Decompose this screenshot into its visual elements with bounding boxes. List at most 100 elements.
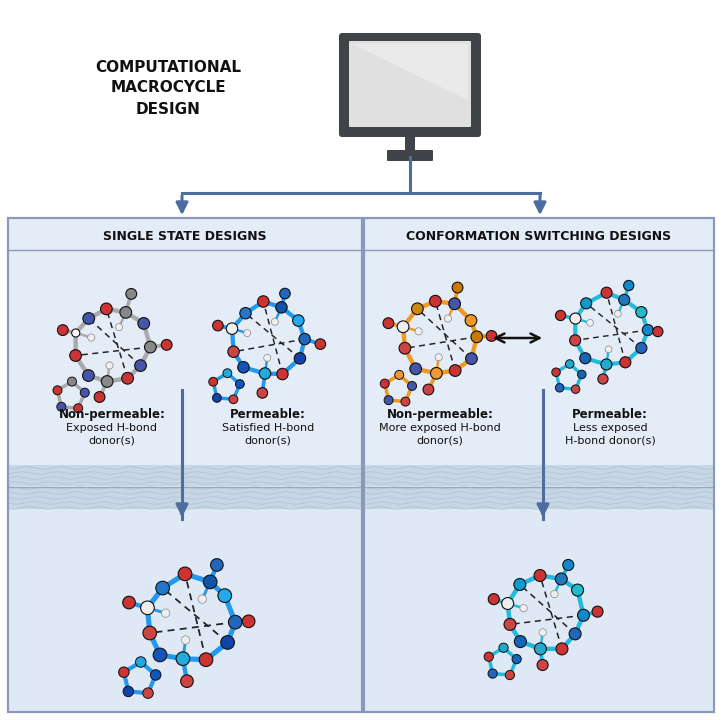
Circle shape [555, 384, 564, 392]
Circle shape [552, 368, 560, 377]
Circle shape [118, 667, 129, 678]
Circle shape [226, 323, 238, 334]
Circle shape [122, 372, 134, 384]
Circle shape [488, 593, 500, 605]
Circle shape [228, 346, 239, 357]
Circle shape [601, 287, 612, 298]
Circle shape [279, 288, 290, 299]
Text: Permeable:: Permeable: [572, 408, 648, 421]
Bar [8, 218, 362, 712]
Circle shape [555, 573, 567, 585]
Circle shape [401, 397, 410, 406]
Circle shape [488, 669, 497, 678]
Text: Satisfied H-bond
donor(s): Satisfied H-bond donor(s) [222, 423, 314, 446]
Circle shape [243, 615, 255, 628]
Circle shape [580, 298, 592, 309]
Circle shape [619, 357, 631, 368]
Circle shape [180, 675, 193, 688]
Circle shape [101, 376, 113, 387]
Circle shape [244, 330, 251, 337]
Circle shape [505, 670, 515, 680]
Circle shape [572, 584, 583, 596]
Circle shape [624, 280, 634, 291]
Circle shape [499, 643, 508, 652]
Circle shape [514, 636, 526, 647]
Circle shape [87, 334, 95, 341]
Circle shape [512, 654, 521, 664]
Circle shape [67, 377, 77, 386]
Circle shape [257, 387, 268, 398]
Circle shape [407, 382, 417, 390]
Circle shape [57, 402, 66, 411]
Circle shape [116, 323, 123, 330]
Text: COMPUTATIONAL
MACROCYCLE
DESIGN: COMPUTATIONAL MACROCYCLE DESIGN [95, 60, 241, 117]
Circle shape [449, 365, 461, 377]
Circle shape [397, 321, 409, 333]
Circle shape [619, 294, 630, 305]
Circle shape [259, 368, 271, 379]
Circle shape [162, 609, 170, 617]
Circle shape [578, 609, 589, 621]
Circle shape [415, 328, 422, 335]
Circle shape [569, 628, 581, 640]
Circle shape [82, 369, 95, 382]
Circle shape [156, 581, 170, 595]
Circle shape [276, 302, 287, 313]
FancyBboxPatch shape [339, 33, 481, 137]
Circle shape [592, 606, 603, 617]
Bar [8, 509, 362, 712]
Circle shape [636, 343, 647, 354]
Circle shape [264, 354, 271, 361]
Circle shape [136, 657, 146, 667]
Circle shape [643, 325, 653, 336]
Bar [364, 218, 714, 712]
Bar [364, 509, 714, 712]
Circle shape [384, 395, 393, 405]
Circle shape [299, 333, 310, 345]
Circle shape [144, 341, 156, 353]
Circle shape [412, 303, 423, 315]
Polygon shape [352, 44, 468, 100]
Circle shape [555, 310, 565, 320]
Circle shape [465, 315, 477, 326]
Circle shape [653, 326, 663, 337]
Text: Non-permeable:: Non-permeable: [58, 408, 165, 421]
Circle shape [466, 353, 477, 364]
Circle shape [395, 370, 404, 379]
Circle shape [106, 362, 113, 369]
Circle shape [471, 331, 482, 343]
Circle shape [435, 354, 443, 361]
Circle shape [636, 307, 647, 318]
Circle shape [504, 618, 516, 631]
Circle shape [80, 388, 90, 397]
Circle shape [178, 567, 192, 581]
Circle shape [605, 346, 612, 353]
Circle shape [570, 335, 580, 346]
Circle shape [143, 626, 157, 640]
Circle shape [520, 605, 527, 612]
Circle shape [551, 590, 558, 598]
Circle shape [53, 386, 62, 395]
Circle shape [211, 559, 223, 571]
Circle shape [83, 312, 95, 324]
Circle shape [571, 385, 580, 393]
Text: SINGLE STATE DESIGNS: SINGLE STATE DESIGNS [103, 230, 267, 243]
Text: Exposed H-bond
donor(s): Exposed H-bond donor(s) [66, 423, 157, 446]
Circle shape [486, 330, 497, 341]
Circle shape [135, 360, 147, 372]
Text: Permeable:: Permeable: [230, 408, 306, 421]
Circle shape [294, 353, 305, 364]
Circle shape [212, 320, 223, 331]
Circle shape [229, 395, 238, 404]
Circle shape [614, 310, 622, 318]
Bar [364, 218, 714, 712]
Circle shape [258, 296, 269, 307]
Circle shape [534, 570, 546, 582]
Circle shape [223, 369, 232, 377]
Circle shape [209, 377, 217, 386]
Circle shape [143, 688, 153, 698]
Circle shape [578, 370, 586, 379]
Bar [9, 465, 361, 486]
Circle shape [534, 643, 547, 654]
Circle shape [100, 303, 112, 315]
